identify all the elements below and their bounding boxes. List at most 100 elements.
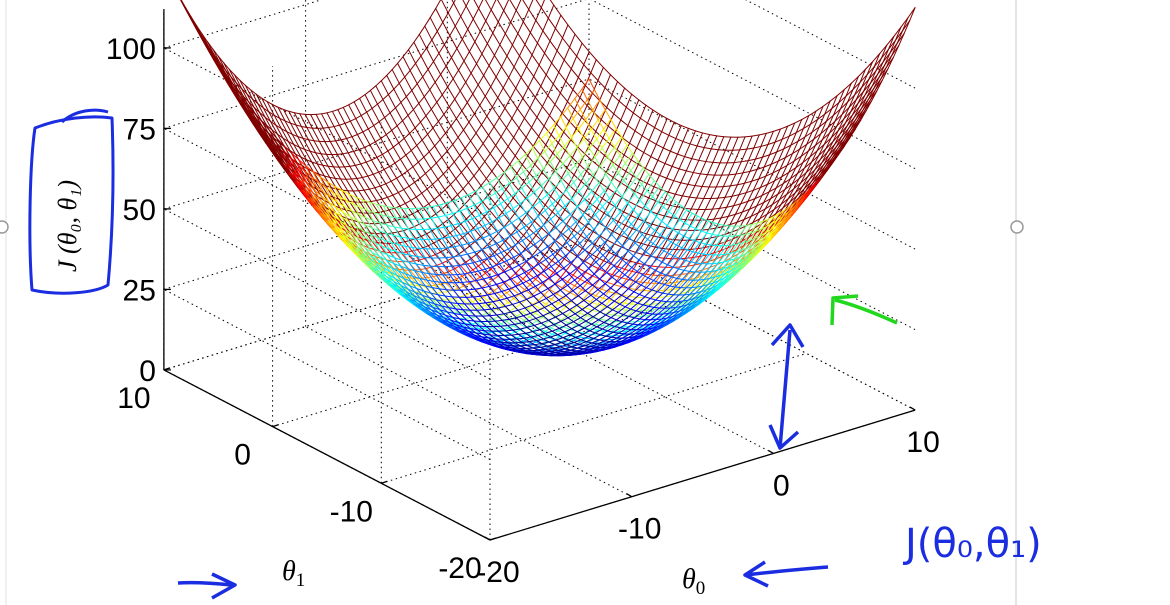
mesh-segment (661, 131, 670, 136)
resize-handle-left[interactable] (0, 220, 9, 234)
mesh-segment (740, 192, 747, 205)
mesh-segment (651, 265, 660, 268)
mesh-segment (465, 5, 474, 20)
mesh-segment (672, 258, 681, 268)
mesh-segment (703, 147, 712, 150)
mesh-segment (654, 275, 661, 284)
mesh-segment (692, 159, 700, 174)
mesh-segment (678, 268, 685, 271)
mesh-segment (677, 153, 686, 158)
mesh-segment (843, 106, 850, 120)
mesh-segment (541, 106, 550, 116)
mesh-segment (757, 238, 764, 243)
mesh-segment (705, 161, 714, 163)
mesh-segment (726, 149, 734, 164)
mesh-segment (837, 122, 846, 132)
mesh-segment (667, 180, 675, 193)
mesh-segment (691, 277, 698, 286)
mesh-segment (700, 284, 709, 293)
mesh-segment (492, 21, 499, 34)
mesh-segment (434, 139, 441, 147)
mesh-segment (731, 184, 738, 197)
mesh-segment (710, 148, 719, 151)
mesh-segment (739, 148, 748, 151)
mesh-segment (453, 161, 462, 173)
mesh-segment (705, 148, 712, 163)
mesh-segment (690, 225, 697, 230)
mesh-segment (447, 214, 455, 220)
mesh-segment (667, 191, 676, 195)
mesh-segment (724, 185, 731, 198)
mesh-segment (891, 42, 898, 57)
mesh-segment (737, 258, 745, 263)
mesh-segment (805, 161, 813, 174)
mesh-segment (880, 44, 888, 59)
mesh-segment (461, 28, 469, 40)
mesh-segment (706, 293, 713, 299)
mesh-segment (696, 285, 703, 288)
mesh-segment (484, 86, 492, 97)
mesh-segment (811, 180, 818, 188)
mesh-segment (616, 197, 623, 209)
mesh-segment (661, 261, 669, 266)
mesh-segment (443, 44, 452, 59)
mesh-segment (649, 298, 657, 301)
mesh-segment (559, 289, 567, 297)
mesh-segment (666, 316, 673, 319)
mesh-segment (520, 136, 527, 148)
mesh-segment (684, 257, 693, 259)
mesh-segment (547, 17, 556, 29)
mesh-segment (661, 317, 668, 320)
mesh-segment (846, 129, 853, 141)
mesh-segment (711, 284, 718, 289)
mesh-segment (753, 228, 762, 240)
mesh-segment (781, 125, 789, 140)
mesh-segment (676, 294, 685, 303)
mesh-segment (528, 0, 534, 10)
mesh-segment (574, 33, 583, 44)
mesh-segment (432, 127, 441, 141)
mesh-segment (568, 268, 577, 275)
mesh-segment (559, 242, 568, 250)
mesh-segment (772, 229, 779, 236)
mesh-segment (833, 153, 840, 162)
mesh-segment (793, 178, 800, 190)
mesh-segment (598, 173, 607, 184)
mesh-segment (709, 264, 718, 268)
mesh-segment (551, 203, 559, 214)
mesh-segment (726, 258, 736, 268)
mesh-segment (464, 317, 471, 319)
mesh-segment (670, 268, 680, 278)
mesh-segment (659, 114, 668, 120)
mesh-segment (536, 116, 545, 127)
mesh-segment (481, 43, 488, 55)
mesh-segment (674, 193, 683, 197)
mesh-segment (765, 172, 774, 177)
mesh-segment (657, 296, 666, 299)
mesh-segment (682, 140, 691, 145)
mesh-segment (466, 165, 475, 177)
mesh-segment (467, 175, 475, 184)
mesh-segment (635, 242, 642, 253)
mesh-segment (813, 126, 820, 140)
mesh-segment (675, 235, 685, 246)
mesh-segment (701, 284, 709, 287)
mesh-segment (788, 167, 797, 173)
mesh-segment (520, 65, 528, 78)
mesh-segment (725, 264, 734, 274)
mesh-segment (662, 285, 671, 294)
mesh-segment (592, 311, 601, 318)
mesh-segment (722, 174, 730, 188)
mesh-segment (684, 279, 691, 288)
mesh-segment (624, 260, 631, 270)
mesh-segment (764, 203, 773, 210)
mesh-segment (604, 109, 612, 120)
mesh-segment (570, 68, 579, 78)
mesh-segment (777, 224, 784, 231)
mesh-segment (760, 225, 768, 230)
resize-handle-right[interactable] (1010, 220, 1024, 234)
mesh-segment (822, 100, 831, 107)
mesh-segment (628, 177, 637, 188)
mesh-segment (447, 12, 456, 27)
mesh-segment (725, 269, 732, 274)
